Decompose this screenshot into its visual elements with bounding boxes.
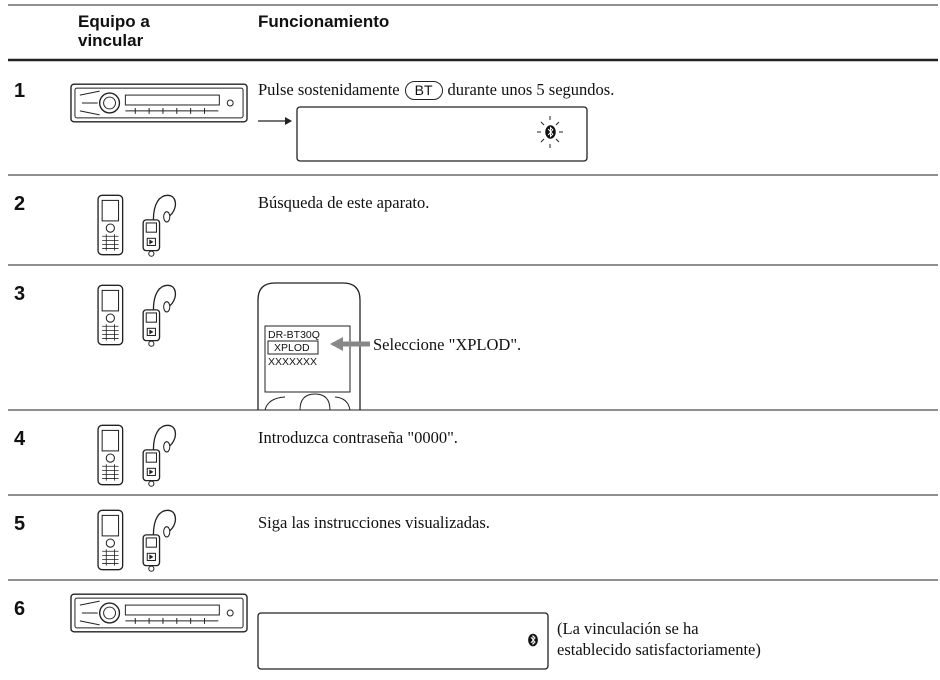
screen-item: DR-BT30Q [268, 329, 320, 341]
step-text: Siga las instrucciones visualizadas. [258, 513, 490, 532]
device-icon [97, 194, 177, 257]
device-icon [97, 284, 177, 347]
step-number: 5 [14, 513, 26, 535]
step-text: Introduzca contraseña "0000". [258, 428, 458, 447]
header-device: Equipo a vincular [78, 12, 150, 50]
device-icon [97, 509, 177, 572]
step-text: (La vinculación se ha establecido satisf… [557, 619, 761, 659]
step-number: 2 [14, 193, 26, 215]
text: Pulse sostenidamente [258, 80, 400, 99]
header-operation: Funcionamiento [258, 12, 390, 31]
screen-item: XXXXXXX [268, 356, 318, 368]
step-number: 6 [14, 598, 26, 620]
car-stereo-icon [70, 593, 248, 633]
rules [8, 4, 938, 581]
button: BT [404, 81, 443, 100]
device-icon [97, 424, 177, 487]
text: durante unos 5 segundos. [447, 80, 615, 99]
step1-display [258, 106, 588, 162]
step6-display [257, 612, 549, 670]
step-number: 4 [14, 428, 26, 450]
phone-screen [257, 282, 370, 411]
step-text: Pulse sostenidamente BT durante unos 5 seg… [258, 80, 614, 100]
screen-item: XPLOD [274, 342, 310, 354]
car-stereo-icon [70, 83, 248, 123]
step-number: 1 [14, 80, 26, 102]
step-text: Búsqueda de este aparato. [258, 193, 430, 212]
step-text: Seleccione "XPLOD". [373, 335, 522, 354]
step-number: 3 [14, 283, 26, 305]
